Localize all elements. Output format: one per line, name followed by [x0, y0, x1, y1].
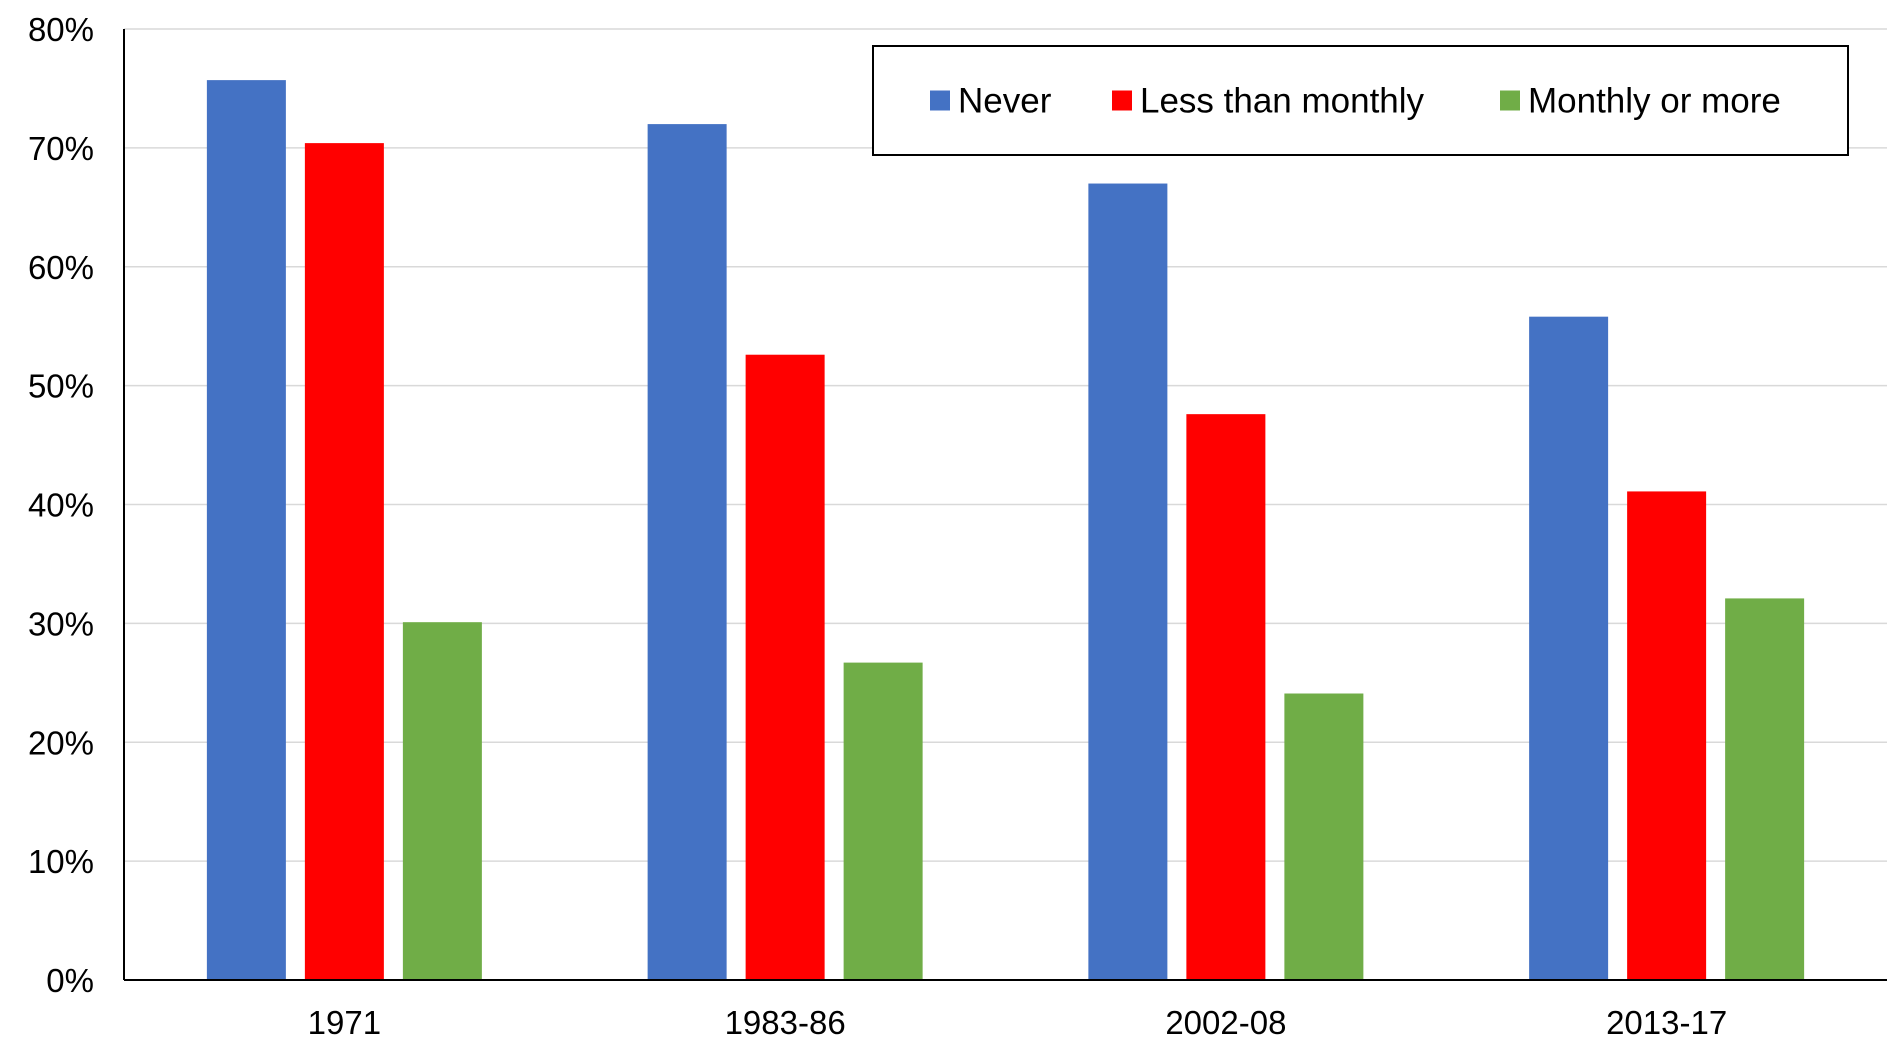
legend-swatch: [1500, 90, 1520, 111]
legend-swatch: [1112, 90, 1132, 111]
legend-box: [872, 45, 1849, 156]
x-tick-label: 2002-08: [1165, 1004, 1286, 1041]
bar-less-than-monthly-2013-17: [1627, 491, 1707, 980]
y-tick-label: 70%: [28, 130, 94, 167]
x-tick-label: 2013-17: [1606, 1004, 1727, 1041]
legend-label: Monthly or more: [1528, 82, 1781, 121]
bar-less-than-monthly-1983-86: [745, 354, 825, 980]
y-tick-label: 20%: [28, 724, 94, 761]
bar-monthly-or-more-2002-08: [1284, 693, 1364, 980]
legend-label: Never: [958, 82, 1052, 121]
y-tick-label: 60%: [28, 249, 94, 286]
y-tick-label: 0%: [46, 962, 94, 999]
x-tick-label: 1983-86: [725, 1004, 846, 1041]
y-tick-label: 30%: [28, 605, 94, 642]
x-tick-label: 1971: [308, 1004, 381, 1041]
axes: [123, 29, 1887, 981]
bar-less-than-monthly-2002-08: [1186, 414, 1266, 980]
bar-less-than-monthly-1971: [304, 143, 384, 980]
bar-monthly-or-more-2013-17: [1725, 598, 1805, 980]
y-tick-label: 10%: [28, 843, 94, 880]
bar-never-1971: [206, 80, 286, 980]
legend: Never Less than monthly Monthly or more: [872, 45, 1849, 156]
bar-never-2013-17: [1529, 316, 1609, 980]
bar-monthly-or-more-1971: [402, 622, 482, 980]
bar-never-2002-08: [1088, 183, 1168, 981]
y-tick-label: 40%: [28, 487, 94, 524]
bar-monthly-or-more-1983-86: [843, 662, 923, 980]
y-axis-ticks: 0% 10% 20% 30% 40% 50% 60% 70% 80%: [28, 11, 94, 999]
bars: [206, 80, 1805, 981]
legend-swatch: [930, 90, 950, 111]
y-tick-label: 50%: [28, 368, 94, 405]
y-tick-label: 80%: [28, 11, 94, 48]
x-axis-ticks: 1971 1983-86 2002-08 2013-17: [308, 1004, 1728, 1041]
legend-label: Less than monthly: [1140, 82, 1425, 121]
bar-never-1983-86: [647, 124, 727, 981]
